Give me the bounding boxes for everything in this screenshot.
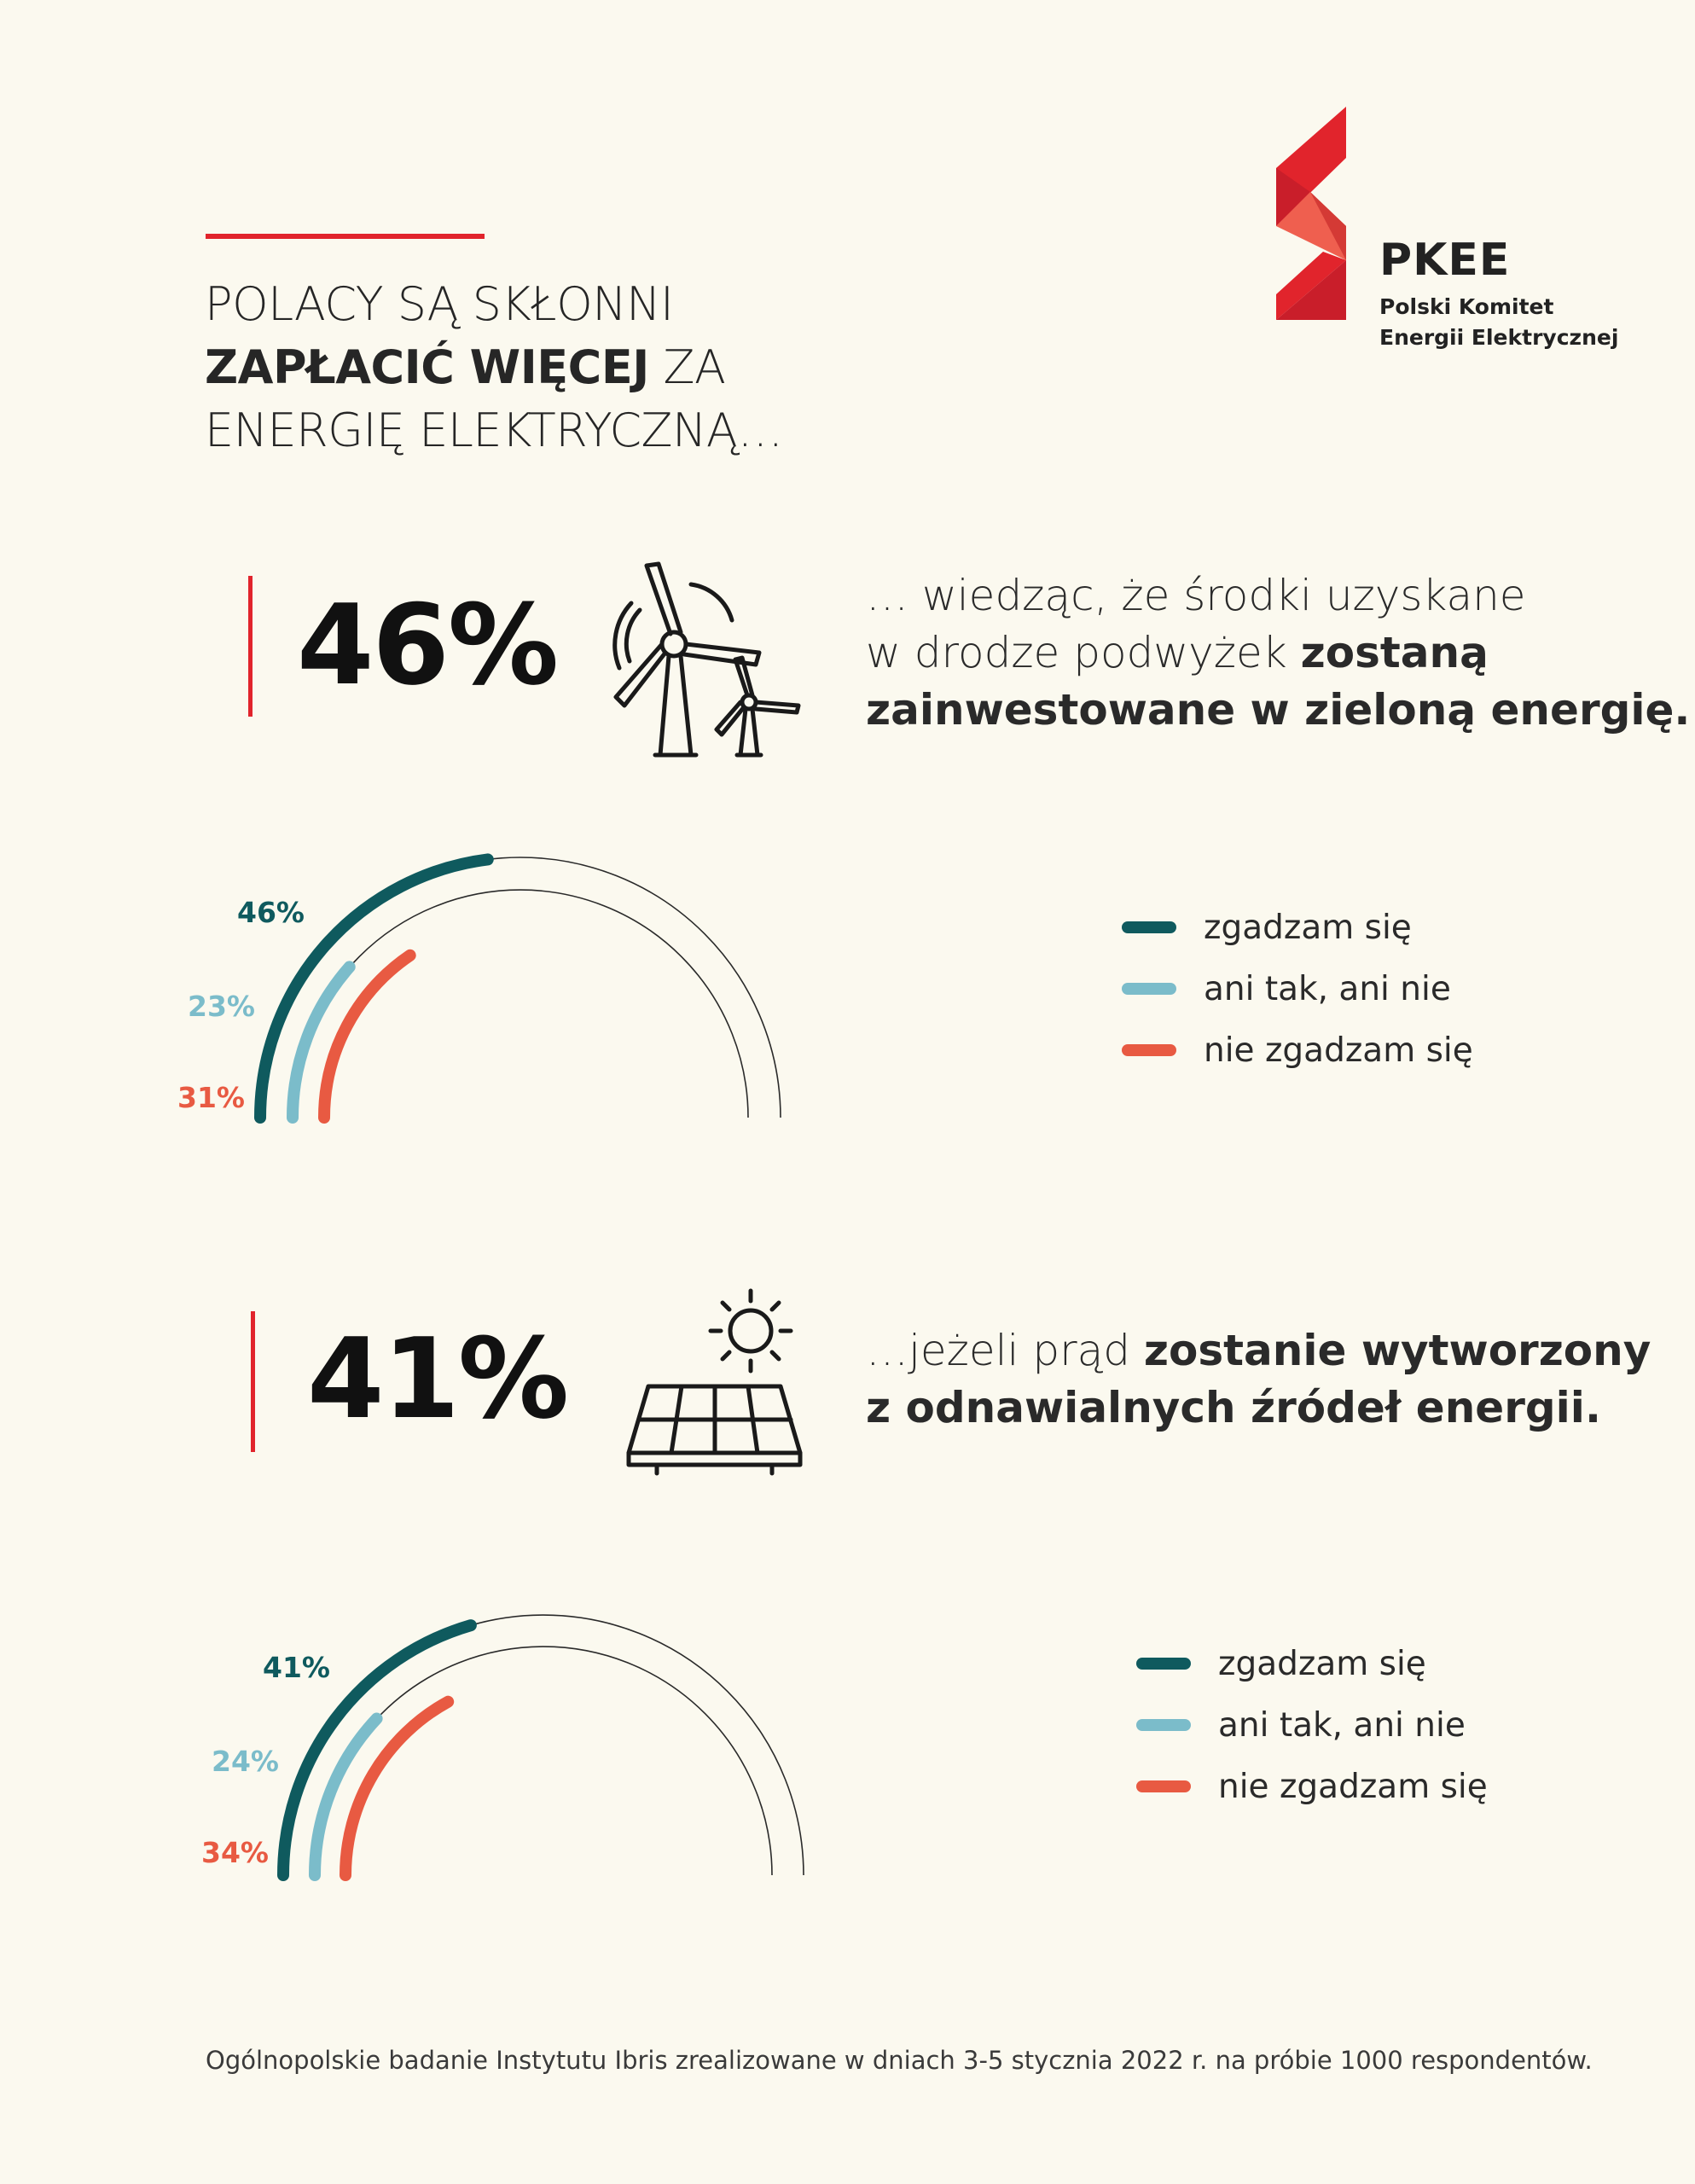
logo-subtitle: Polski Komitet Energii Elektrycznej	[1379, 292, 1618, 353]
chart-1-legend-neutral: ani tak, ani nie	[1122, 969, 1451, 1008]
chart-1-label-agree: 46%	[237, 896, 305, 929]
title-line-1: POLACY SĄ SKŁONNI	[205, 277, 674, 331]
page-title: POLACY SĄ SKŁONNI ZAPŁACIĆ WIĘCEJ ZA ENE…	[205, 273, 783, 462]
chart-1-arc-neutral	[287, 961, 356, 1124]
stat-1-accent-bar	[248, 576, 253, 717]
stat-2-description: …jeżeli prąd zostanie wytworzony z odnaw…	[866, 1322, 1651, 1437]
title-line-2: ZAPŁACIĆ WIĘCEJ ZA	[205, 336, 783, 399]
chart-2-label-disagree: 34%	[201, 1836, 269, 1869]
chart-2-legend-disagree: nie zgadzam się	[1136, 1767, 1488, 1806]
title-line-3: ENERGIĘ ELEKTRYCZNĄ…	[205, 404, 783, 457]
pkee-logo-mark	[1276, 107, 1346, 320]
legend-label: zgadzam się	[1204, 908, 1412, 947]
chart-2-arc-neutral	[309, 1712, 383, 1881]
stat-1-value: 46%	[297, 580, 559, 710]
logo-name: PKEE	[1379, 235, 1511, 286]
stat-1-line-3: zainwestowane w zieloną energię.	[866, 685, 1691, 735]
chart-2-arc-disagree	[340, 1695, 455, 1881]
legend-label: zgadzam się	[1218, 1644, 1426, 1683]
legend-label: ani tak, ani nie	[1218, 1705, 1466, 1745]
stat-2-line-1-normal: …jeżeli prąd	[866, 1326, 1144, 1375]
title-line-2-rest: ZA	[648, 340, 726, 394]
stat-2-line-1-bold: zostanie wytworzony	[1143, 1326, 1651, 1375]
chart-1-label-disagree: 31%	[177, 1081, 245, 1114]
legend-label: nie zgadzam się	[1204, 1031, 1473, 1070]
header-accent-line	[206, 234, 485, 239]
solar-panel-icon	[626, 1288, 803, 1476]
chart-2-label-agree: 41%	[263, 1651, 330, 1684]
chart-2-legend-agree: zgadzam się	[1136, 1644, 1426, 1683]
chart-1-arc-disagree	[318, 949, 416, 1124]
wind-turbine-icon	[612, 561, 801, 758]
legend-swatch	[1136, 1658, 1191, 1670]
legend-swatch	[1136, 1780, 1191, 1792]
chart-1-legend-disagree: nie zgadzam się	[1122, 1031, 1473, 1070]
footnote: Ogólnopolskie badanie Instytutu Ibris zr…	[206, 2046, 1593, 2075]
stat-1-description: … wiedząc, że środki uzyskane w drodze p…	[866, 567, 1690, 739]
legend-swatch	[1122, 921, 1176, 933]
logo-subtitle-line-2: Energii Elektrycznej	[1379, 325, 1619, 350]
stat-2-accent-bar	[251, 1311, 255, 1452]
chart-1-legend-agree: zgadzam się	[1122, 908, 1412, 947]
stat-1-line-2-bold: zostaną	[1300, 628, 1489, 677]
stat-2-line-2: z odnawialnych źródeł energii.	[866, 1383, 1601, 1432]
legend-label: nie zgadzam się	[1218, 1767, 1488, 1806]
chart-2-legend-neutral: ani tak, ani nie	[1136, 1705, 1466, 1745]
stat-1-line-1: … wiedząc, że środki uzyskane	[866, 571, 1526, 620]
chart-2-arc-agree	[277, 1619, 477, 1881]
title-line-2-bold: ZAPŁACIĆ WIĘCEJ	[205, 340, 649, 394]
legend-label: ani tak, ani nie	[1204, 969, 1451, 1008]
legend-swatch	[1122, 1044, 1176, 1056]
stat-1-line-2-normal: w drodze podwyżek	[866, 628, 1301, 677]
legend-swatch	[1122, 983, 1176, 995]
radial-chart-1	[254, 853, 781, 1124]
stat-2-line-1: …jeżeli prąd zostanie wytworzony	[866, 1322, 1651, 1380]
stat-2-value: 41%	[307, 1314, 569, 1443]
chart-2-label-neutral: 24%	[212, 1745, 279, 1778]
stat-1-line-2: w drodze podwyżek zostaną	[866, 624, 1690, 682]
logo-subtitle-line-1: Polski Komitet	[1379, 294, 1554, 319]
legend-swatch	[1136, 1719, 1191, 1731]
chart-1-label-neutral: 23%	[188, 990, 255, 1023]
radial-chart-2	[277, 1614, 804, 1881]
chart-1-arc-agree	[254, 853, 494, 1124]
